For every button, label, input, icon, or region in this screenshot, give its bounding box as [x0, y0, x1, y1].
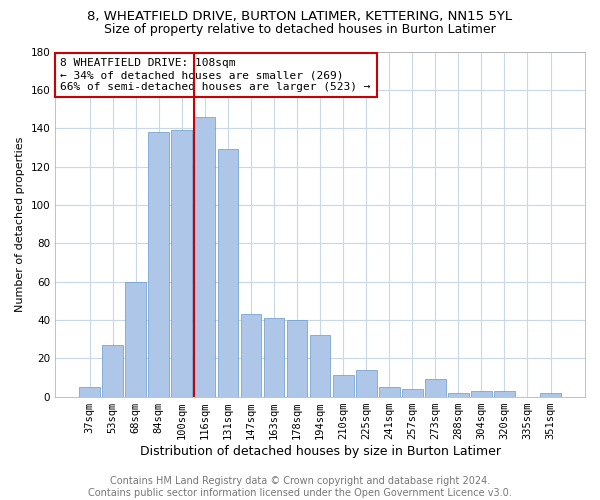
Bar — [333, 376, 353, 396]
Bar — [79, 387, 100, 396]
Bar — [194, 116, 215, 396]
Y-axis label: Number of detached properties: Number of detached properties — [15, 136, 25, 312]
Bar — [379, 387, 400, 396]
Text: 8, WHEATFIELD DRIVE, BURTON LATIMER, KETTERING, NN15 5YL: 8, WHEATFIELD DRIVE, BURTON LATIMER, KET… — [88, 10, 512, 23]
Bar — [287, 320, 307, 396]
Bar — [218, 150, 238, 396]
Bar — [425, 380, 446, 396]
Bar — [540, 392, 561, 396]
Text: 8 WHEATFIELD DRIVE: 108sqm
← 34% of detached houses are smaller (269)
66% of sem: 8 WHEATFIELD DRIVE: 108sqm ← 34% of deta… — [61, 58, 371, 92]
Bar — [448, 392, 469, 396]
Bar — [241, 314, 262, 396]
Bar — [172, 130, 192, 396]
Bar — [148, 132, 169, 396]
Bar — [263, 318, 284, 396]
Bar — [102, 345, 123, 397]
Text: Contains HM Land Registry data © Crown copyright and database right 2024.
Contai: Contains HM Land Registry data © Crown c… — [88, 476, 512, 498]
Bar — [471, 391, 492, 396]
Bar — [356, 370, 377, 396]
Bar — [402, 389, 422, 396]
Text: Size of property relative to detached houses in Burton Latimer: Size of property relative to detached ho… — [104, 22, 496, 36]
Bar — [125, 282, 146, 397]
Bar — [310, 335, 331, 396]
Bar — [494, 391, 515, 396]
X-axis label: Distribution of detached houses by size in Burton Latimer: Distribution of detached houses by size … — [140, 444, 500, 458]
